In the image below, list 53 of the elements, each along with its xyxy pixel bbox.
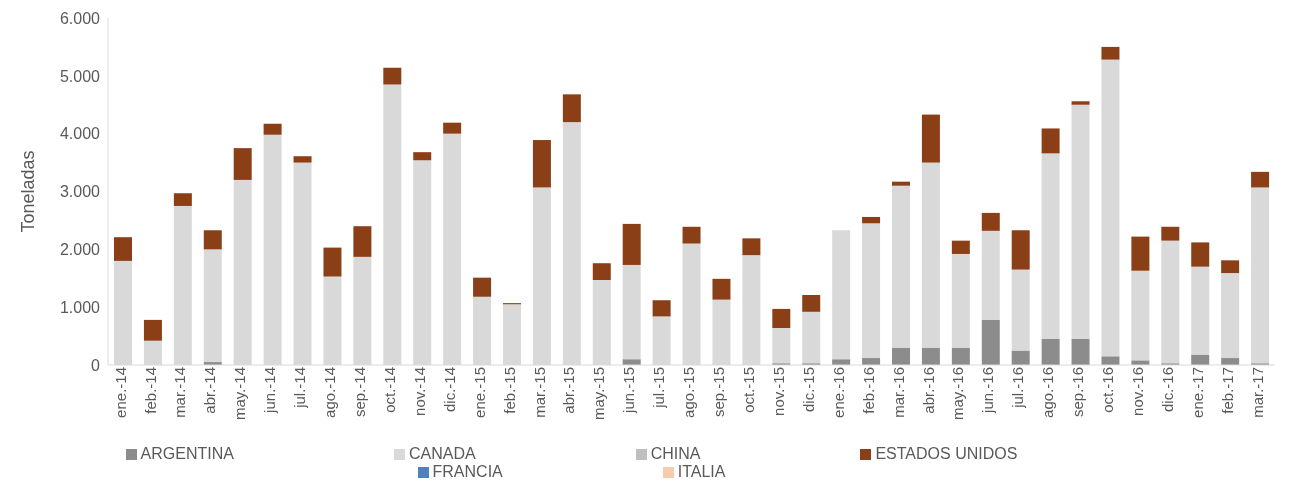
y-tick-label: 4.000 (59, 125, 101, 143)
x-tick-label: nov.-15 (769, 367, 787, 416)
x-tick-label: jun.-16 (979, 367, 997, 414)
x-tick-label: sep.-16 (1069, 367, 1087, 418)
x-tick-label: jul.-15 (650, 367, 668, 409)
x-tick-label: ene.-16 (829, 367, 847, 418)
x-tick-label: oct.-14 (380, 367, 398, 413)
x-tick-label: sep.-14 (351, 367, 368, 418)
x-tick-label: may.-15 (590, 367, 608, 421)
x-tick-label: feb.-17 (1218, 367, 1236, 414)
y-tick-label: 5.000 (59, 67, 101, 85)
y-tick-label: 0 (91, 356, 101, 374)
x-tick-label: ene.-15 (470, 367, 488, 418)
x-tick-label: jun.-14 (261, 367, 279, 414)
x-tick-label: may.-14 (231, 367, 249, 421)
x-tick-label: nov.-14 (410, 367, 428, 416)
x-tick-label: feb.-14 (141, 367, 159, 414)
legend-label: ESTADOS UNIDOS (875, 445, 1018, 462)
x-tick-label: oct.-16 (1099, 367, 1117, 413)
y-tick-label: 2.000 (59, 241, 101, 259)
legend-label: ARGENTINA (140, 445, 234, 462)
x-tick-label: jun.-15 (620, 367, 638, 414)
x-tick-label: abr.-15 (560, 367, 578, 414)
x-tick-label: nov.-16 (1129, 367, 1146, 416)
x-tick-label: mar.-14 (171, 367, 189, 418)
x-tick-label: may.-16 (949, 367, 967, 421)
y-tick-label: 6.000 (59, 9, 101, 27)
x-tick-label: dic.-16 (1158, 367, 1176, 413)
legend-label: FRANCIA (432, 463, 503, 480)
y-axis-title: Toneladas (18, 150, 39, 233)
x-tick-label: jul.-16 (1009, 367, 1027, 409)
x-tick-label: feb.-15 (500, 367, 518, 414)
x-tick-label: ene.-17 (1188, 367, 1206, 418)
x-tick-label: abr.-14 (201, 367, 219, 414)
x-tick-label: feb.-16 (859, 367, 877, 414)
x-tick-label: sep.-15 (710, 367, 728, 418)
y-tick-label: 3.000 (59, 183, 101, 201)
x-tick-label: dic.-14 (440, 367, 458, 413)
legend-label: ITALIA (677, 463, 726, 480)
x-tick-label: mar.-15 (530, 367, 548, 418)
x-tick-label: ago.-15 (680, 367, 698, 418)
x-tick-label: abr.-16 (919, 367, 937, 414)
x-tick-label: dic.-15 (799, 367, 817, 413)
x-tick-label: ago.-16 (1039, 367, 1057, 418)
x-tick-label: jul.-14 (291, 367, 309, 409)
x-tick-label: mar.-16 (889, 367, 907, 418)
x-tick-label: ene.-14 (111, 367, 129, 418)
legend-label: CHINA (650, 445, 701, 462)
legend-label: CANADA (408, 445, 476, 462)
x-tick-label: oct.-15 (740, 367, 757, 413)
x-tick-label: mar.-17 (1248, 367, 1266, 418)
y-tick-label: 1.000 (59, 298, 101, 316)
x-tick-label: ago.-14 (321, 367, 339, 418)
